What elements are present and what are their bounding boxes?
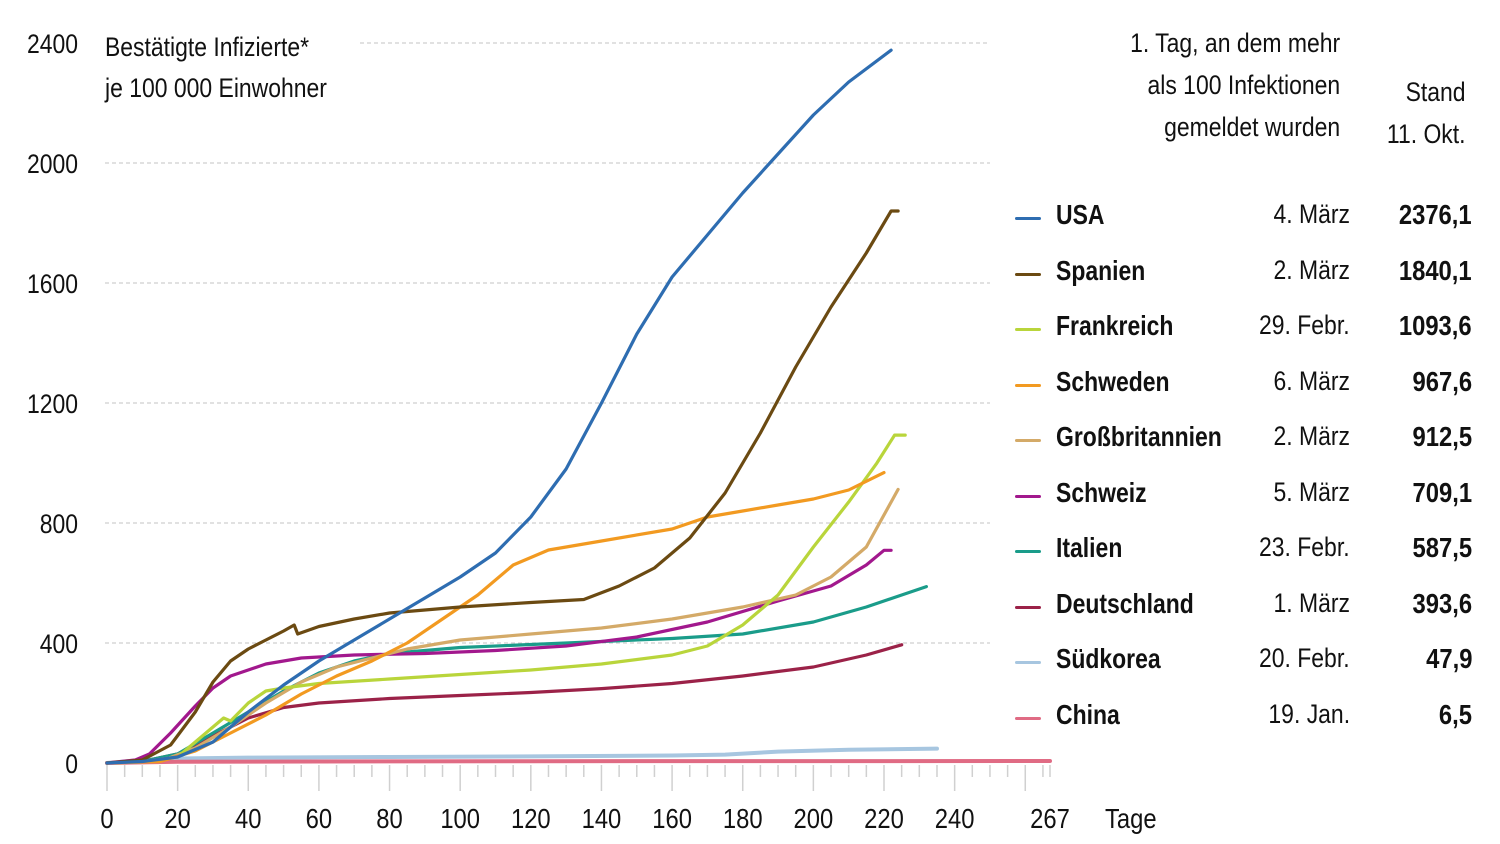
chart-title-line-2: je 100 000 Einwohner bbox=[104, 73, 327, 103]
legend-first-day: 23. Febr. bbox=[1259, 532, 1350, 562]
legend-item: USA 4. März 2376,1 bbox=[1010, 199, 1478, 239]
y-tick-label: 2400 bbox=[27, 29, 78, 59]
x-tick-label: 220 bbox=[864, 802, 904, 834]
legend-swatch-icon bbox=[1015, 383, 1041, 387]
legend-value: 1840,1 bbox=[1399, 254, 1472, 286]
legend-first-day: 5. März bbox=[1273, 476, 1350, 507]
series-line-italien bbox=[105, 585, 928, 765]
x-tick-label: 160 bbox=[652, 802, 692, 834]
x-tick-label: 240 bbox=[935, 802, 975, 834]
series-line-usa bbox=[105, 48, 893, 765]
legend-country: Schweden bbox=[1056, 365, 1170, 397]
legend-item: Großbritannien 2. März 912,5 bbox=[1010, 421, 1478, 461]
x-tick-label: 60 bbox=[306, 802, 332, 834]
legend-country: China bbox=[1056, 698, 1120, 730]
series-line-spanien bbox=[105, 209, 900, 765]
x-tick-label: 20 bbox=[164, 802, 190, 834]
legend-value: 709,1 bbox=[1412, 476, 1472, 508]
legend-swatch-icon bbox=[1015, 328, 1041, 331]
legend-swatch-icon bbox=[1015, 439, 1041, 442]
x-tick-label: 0 bbox=[100, 802, 113, 834]
legend-country: Spanien bbox=[1056, 254, 1146, 286]
y-tick-label: 0 bbox=[65, 749, 78, 779]
y-tick-label: 800 bbox=[40, 509, 78, 539]
y-tick-label: 1600 bbox=[27, 269, 78, 299]
x-tick-label: 180 bbox=[723, 802, 763, 834]
y-axis: 0 400 800 1200 1600 2000 2400 bbox=[27, 29, 78, 779]
legend-value: 1093,6 bbox=[1399, 310, 1472, 341]
x-tick-label: 140 bbox=[582, 802, 622, 834]
header-stand-line: 11. Okt. bbox=[1387, 119, 1466, 149]
legend-item: Südkorea 20. Febr. 47,9 bbox=[1010, 643, 1478, 683]
legend-country: USA bbox=[1056, 199, 1105, 230]
x-tick-label: 40 bbox=[235, 802, 261, 834]
series-lines bbox=[105, 48, 1052, 765]
legend-header-stand: Stand 11. Okt. bbox=[1387, 71, 1466, 155]
legend-header-first-day: 1. Tag, an dem mehr als 100 Infektionen … bbox=[1130, 22, 1340, 148]
legend-first-day: 2. März bbox=[1273, 421, 1350, 451]
header-stand-line: Stand bbox=[1406, 77, 1466, 107]
legend-first-day: 19. Jan. bbox=[1268, 698, 1350, 729]
y-tick-label: 2000 bbox=[27, 149, 78, 179]
series-line-china bbox=[105, 759, 1052, 765]
x-tick-label: 120 bbox=[511, 802, 551, 834]
legend-country: Frankreich bbox=[1056, 310, 1174, 341]
y-tick-label: 1200 bbox=[27, 389, 78, 419]
legend-value: 587,5 bbox=[1412, 532, 1472, 563]
legend-item: Italien 23. Febr. 587,5 bbox=[1010, 532, 1478, 572]
legend-first-day: 2. März bbox=[1273, 254, 1350, 285]
legend-first-day: 1. März bbox=[1273, 587, 1350, 618]
chart-title-line-1: Bestätigte Infizierte* bbox=[105, 32, 309, 62]
legend-country: Deutschland bbox=[1056, 587, 1194, 619]
legend-value: 393,6 bbox=[1412, 587, 1472, 619]
legend-item: Spanien 2. März 1840,1 bbox=[1010, 255, 1478, 295]
legend-swatch-icon bbox=[1015, 494, 1041, 498]
series-line-frankreich bbox=[105, 433, 907, 765]
legend-country: Großbritannien bbox=[1056, 421, 1222, 452]
series-line-deutschland bbox=[105, 643, 904, 765]
legend-country: Schweiz bbox=[1056, 476, 1147, 508]
y-tick-label: 400 bbox=[40, 629, 78, 659]
legend-item: Schweden 6. März 967,6 bbox=[1010, 366, 1478, 406]
legend-value: 912,5 bbox=[1412, 421, 1472, 452]
legend-first-day: 6. März bbox=[1273, 365, 1350, 396]
legend-value: 967,6 bbox=[1412, 365, 1472, 397]
legend-swatch-icon bbox=[1015, 605, 1041, 609]
x-tick-label: 200 bbox=[794, 802, 834, 834]
legend-first-day: 29. Febr. bbox=[1259, 310, 1350, 340]
series-line-schweden bbox=[105, 471, 886, 765]
legend-swatch-icon bbox=[1015, 716, 1041, 720]
legend-item: China 19. Jan. 6,5 bbox=[1010, 699, 1478, 739]
legend-item: Frankreich 29. Febr. 1093,6 bbox=[1010, 310, 1478, 350]
legend-first-day: 20. Febr. bbox=[1259, 643, 1350, 673]
legend-swatch-icon bbox=[1015, 272, 1041, 276]
legend-first-day: 4. März bbox=[1273, 199, 1350, 229]
legend-value: 2376,1 bbox=[1399, 199, 1472, 230]
x-axis-label: Tage bbox=[1105, 802, 1157, 834]
legend-country: Südkorea bbox=[1056, 643, 1161, 674]
legend-country: Italien bbox=[1056, 532, 1123, 563]
legend-item: Schweiz 5. März 709,1 bbox=[1010, 477, 1478, 517]
header-first-day-line: gemeldet wurden bbox=[1163, 112, 1340, 142]
legend-value: 47,9 bbox=[1425, 643, 1472, 674]
x-tick-label: 100 bbox=[440, 802, 480, 834]
x-axis: 0 20 40 60 80 100 120 140 160 180 200 220 240 267 bbox=[100, 765, 1070, 834]
legend-value: 6,5 bbox=[1438, 698, 1472, 730]
gridlines bbox=[105, 42, 990, 644]
legend-item: Deutschland 1. März 393,6 bbox=[1010, 588, 1478, 628]
legend-swatch-icon bbox=[1015, 550, 1041, 553]
legend-swatch-icon bbox=[1015, 217, 1041, 220]
x-tick-label: 80 bbox=[376, 802, 402, 834]
x-tick-label: 267 bbox=[1030, 802, 1070, 834]
header-first-day-line: 1. Tag, an dem mehr bbox=[1129, 28, 1340, 58]
header-first-day-line: als 100 Infektionen bbox=[1147, 70, 1340, 100]
legend-swatch-icon bbox=[1015, 661, 1041, 664]
